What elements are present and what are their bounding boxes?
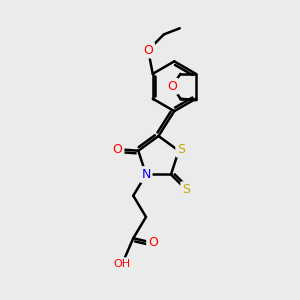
Text: S: S — [177, 143, 185, 156]
Text: S: S — [182, 183, 190, 196]
Text: O: O — [167, 80, 177, 93]
Text: O: O — [143, 44, 153, 57]
Text: O: O — [113, 143, 123, 156]
Text: O: O — [148, 236, 158, 249]
Text: N: N — [141, 168, 151, 181]
Text: OH: OH — [114, 259, 131, 269]
